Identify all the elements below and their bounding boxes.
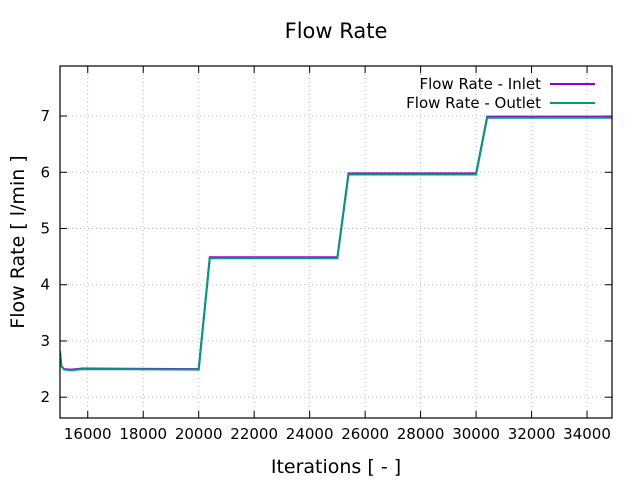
y-tick-label: 3 [40,332,50,350]
x-tick-label: 16000 [64,425,112,443]
series-line-outlet [60,116,612,372]
x-tick-label: 28000 [397,425,445,443]
chart-title: Flow Rate [285,19,388,43]
legend-label: Flow Rate - Inlet [419,75,541,93]
x-tick-label: 34000 [563,425,611,443]
grid [60,66,612,418]
axis-ticks: 16000 18000 20000 22000 24000 26000 28000 30000… [40,66,612,443]
x-tick-label: 32000 [508,425,556,443]
x-tick-label: 24000 [286,425,334,443]
legend-label: Flow Rate - Outlet [406,94,541,112]
plot-border [59,65,613,419]
series-lines [60,115,612,372]
y-tick-label: 6 [40,163,50,181]
y-tick-label: 4 [40,276,50,294]
x-tick-label: 30000 [452,425,500,443]
y-tick-label: 2 [40,388,50,406]
x-tick-label: 22000 [230,425,278,443]
y-tick-label: 7 [40,107,50,125]
x-tick-label: 26000 [341,425,389,443]
x-axis-label: Iterations [ - ] [271,456,401,478]
x-tick-label: 18000 [119,425,167,443]
y-axis-label: Flow Rate [ l/min ] [7,155,29,328]
y-tick-label: 5 [40,220,50,238]
x-tick-label: 20000 [175,425,223,443]
